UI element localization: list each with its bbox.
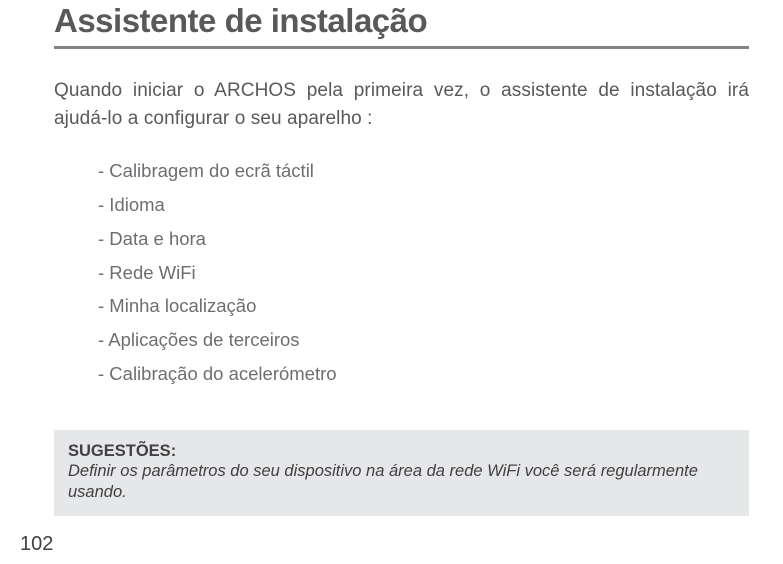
intro-paragraph: Quando iniciar o ARCHOS pela primeira ve… <box>54 77 749 132</box>
list-item: - Aplicações de terceiros <box>98 324 749 358</box>
list-item: - Calibração do acelerómetro <box>98 358 749 392</box>
tip-callout: SUGESTÕES: Definir os parâmetros do seu … <box>54 430 749 516</box>
list-item: - Rede WiFi <box>98 256 749 290</box>
list-item: - Idioma <box>98 188 749 222</box>
list-item: - Calibragem do ecrã táctil <box>98 154 749 188</box>
page-number: 102 <box>20 533 53 556</box>
list-item: - Data e hora <box>98 222 749 256</box>
title-underline <box>54 46 749 49</box>
page-title: Assistente de instalação <box>54 0 749 46</box>
tip-label: SUGESTÕES: <box>68 442 176 460</box>
tip-text: Definir os parâmetros do seu dispositivo… <box>68 461 731 504</box>
steps-list: - Calibragem do ecrã táctil - Idioma - D… <box>54 154 749 392</box>
page-content: Assistente de instalação Quando iniciar … <box>0 0 783 516</box>
list-item: - Minha localização <box>98 290 749 324</box>
